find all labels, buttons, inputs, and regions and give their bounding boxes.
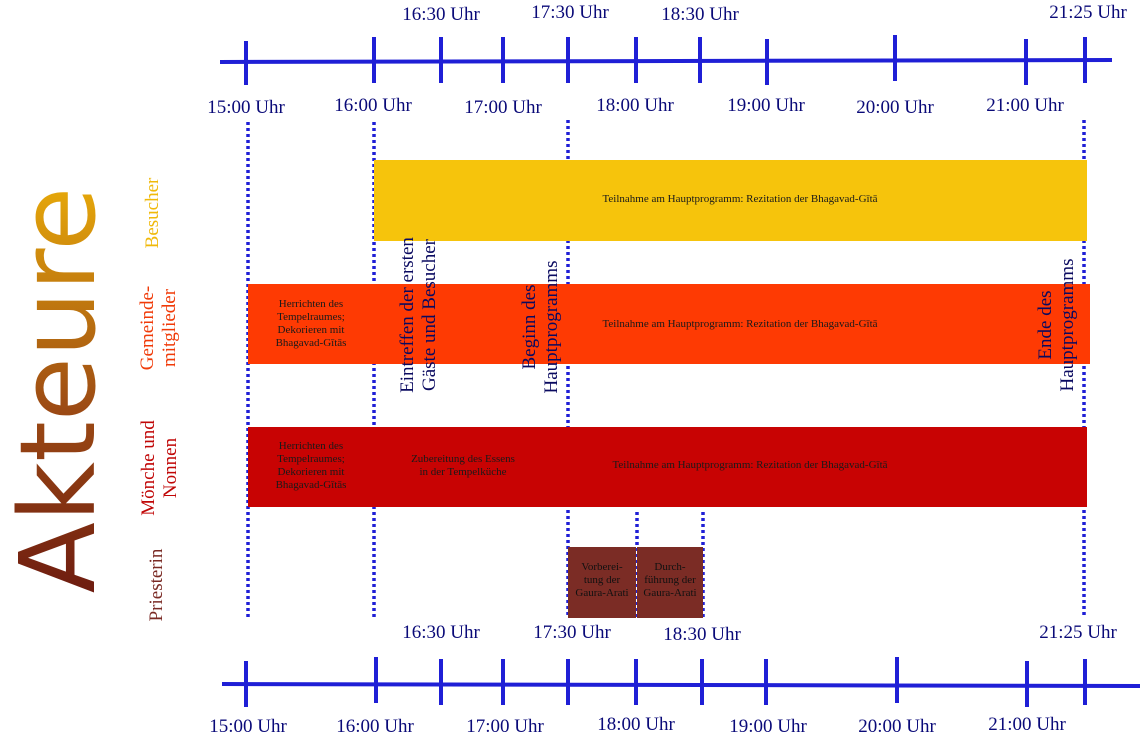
top-axis-upper-label: 16:30 Uhr (402, 4, 480, 25)
actor-label-gemeinde: Gemeinde- mitglieder (137, 285, 180, 371)
bar-moenche (248, 427, 1087, 507)
bottom-axis-lower-label: 16:00 Uhr (336, 716, 414, 737)
bar-text-besucher-main: Teilnahme am Hauptprogramm: Rezitation d… (602, 193, 878, 205)
bottom-axis-upper-label: 17:30 Uhr (533, 622, 611, 643)
bottom-axis-lower-label: 20:00 Uhr (858, 716, 936, 737)
bar-text-moenche-prep: Herrichten des Tempelraumes; Dekorieren … (275, 440, 347, 491)
bar-priest-do (637, 547, 703, 618)
top-axis-line (219, 58, 1113, 64)
bottom-axis-line (221, 682, 1140, 688)
top-axis-lower-label: 20:00 Uhr (856, 97, 934, 118)
bar-text-gemeinde-prep: Herrichten des Tempelraumes; Dekorieren … (275, 298, 347, 349)
bar-text-priest-do: Durch- führung der Gaura-Arati (643, 561, 697, 599)
top-axis-lower-label: 18:00 Uhr (596, 95, 674, 116)
bottom-axis-lower-label: 15:00 Uhr (209, 716, 287, 737)
bottom-axis-upper-label: 21:25 Uhr (1039, 622, 1117, 643)
event-label-end: Ende des Hauptprogramms (1035, 258, 1078, 392)
diagram-title: Akteure (0, 186, 119, 594)
bar-priest-prep (568, 547, 636, 618)
top-axis-upper-label: 21:25 Uhr (1049, 2, 1127, 23)
top-axis-upper-label: 18:30 Uhr (661, 4, 739, 25)
bottom-axis-upper-label: 18:30 Uhr (663, 624, 741, 645)
top-axis-lower-label: 16:00 Uhr (334, 95, 412, 116)
bar-text-gemeinde-main: Teilnahme am Hauptprogramm: Rezitation d… (602, 318, 878, 330)
top-axis-lower-label: 21:00 Uhr (986, 95, 1064, 116)
bar-text-priest-prep: Vorberei- tung der Gaura-Arati (575, 561, 629, 599)
actor-label-moenche: Mönche und Nonnen (138, 420, 181, 516)
bar-text-moenche-main: Teilnahme am Hauptprogramm: Rezitation d… (612, 459, 888, 471)
top-axis-lower-label: 19:00 Uhr (727, 95, 805, 116)
top-axis-lower-label: 15:00 Uhr (207, 97, 285, 118)
bottom-axis-lower-label: 18:00 Uhr (597, 714, 675, 735)
actor-label-besucher: Besucher (142, 177, 163, 249)
event-label-arrival: Eintreffen der ersten Gäste und Besucher (397, 237, 440, 393)
top-axis-upper-label: 17:30 Uhr (531, 2, 609, 23)
bottom-axis-lower-label: 17:00 Uhr (466, 716, 544, 737)
bottom-axis-lower-label: 19:00 Uhr (729, 716, 807, 737)
bar-besucher-main (374, 160, 1087, 241)
bar-text-moenche-cook: Zubereitung des Essens in der Tempelküch… (411, 453, 515, 478)
bottom-axis-lower-label: 21:00 Uhr (988, 714, 1066, 735)
top-axis-lower-label: 17:00 Uhr (464, 97, 542, 118)
actor-label-priesterin: Priesterin (146, 548, 167, 622)
event-label-start: Beginn des Hauptprogramms (519, 260, 562, 394)
bar-gemeinde (248, 284, 1090, 364)
bottom-axis-upper-label: 16:30 Uhr (402, 622, 480, 643)
